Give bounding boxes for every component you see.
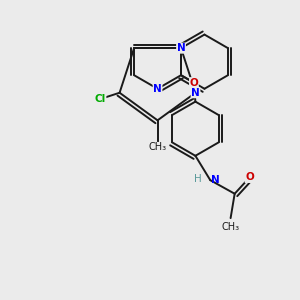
- Text: N: N: [153, 84, 162, 94]
- Text: O: O: [245, 172, 254, 182]
- Text: CH₃: CH₃: [148, 142, 166, 152]
- Text: CH₃: CH₃: [221, 222, 240, 232]
- Text: H: H: [194, 174, 202, 184]
- Text: Cl: Cl: [94, 94, 106, 104]
- Text: O: O: [190, 78, 198, 88]
- Text: N: N: [211, 175, 219, 185]
- Text: N: N: [177, 43, 185, 53]
- Text: N: N: [191, 88, 200, 98]
